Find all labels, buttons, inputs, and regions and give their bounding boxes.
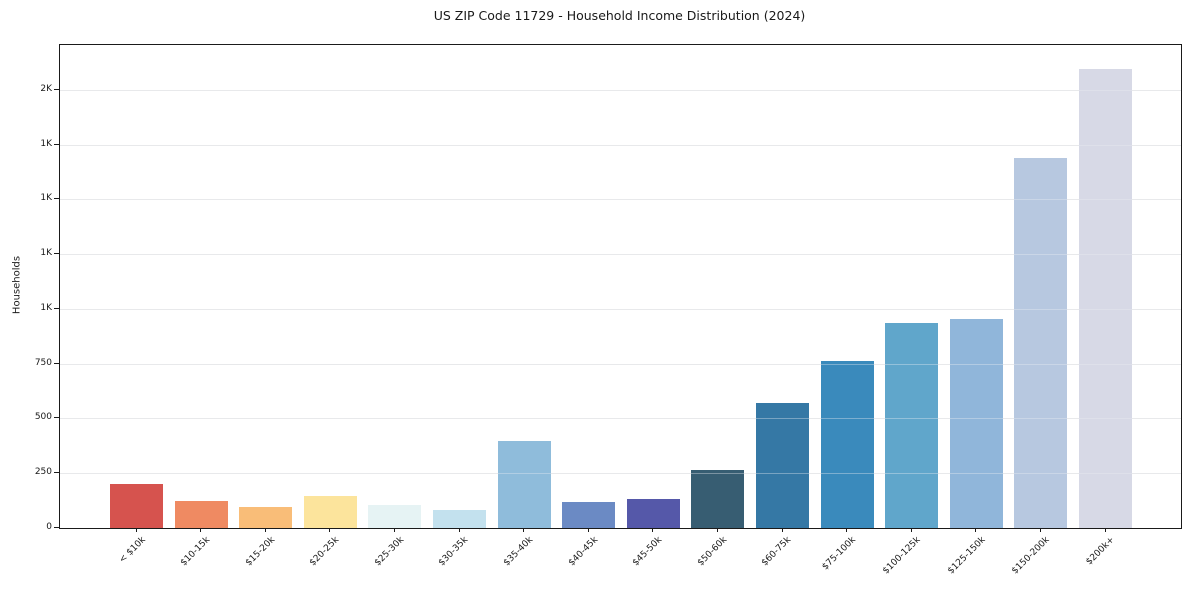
y-tick-label: 750 xyxy=(34,357,52,368)
bar-13 xyxy=(885,323,939,528)
y-tick-label: 1K xyxy=(40,248,52,259)
bar-7 xyxy=(497,440,551,528)
x-tick-mark xyxy=(716,528,718,532)
x-tick-label: $10-15k xyxy=(178,535,213,569)
bar-8 xyxy=(562,501,616,528)
gridline xyxy=(60,89,1181,91)
gridline-overlay xyxy=(60,144,1181,146)
x-tick-label: < $10k xyxy=(117,535,148,566)
x-tick-label: $30-35k xyxy=(437,535,471,569)
x-tick-label: $45-50k xyxy=(631,535,665,569)
bar-12 xyxy=(820,360,874,528)
y-tick-label: 1K xyxy=(40,193,52,204)
x-tick-label: $125-150k xyxy=(945,535,988,577)
x-tick-mark xyxy=(329,528,331,532)
x-tick-mark xyxy=(264,528,266,532)
y-tick-label: 500 xyxy=(34,412,52,423)
bar-14 xyxy=(949,319,1003,528)
y-tick-mark xyxy=(54,527,59,528)
gridline-overlay xyxy=(60,363,1181,365)
x-tick-label: $20-25k xyxy=(308,535,342,569)
x-tick-mark xyxy=(587,528,589,532)
x-tick-label: $200k+ xyxy=(1084,535,1117,568)
y-tick-label: 1K xyxy=(40,302,52,313)
y-tick-mark xyxy=(54,472,59,474)
y-tick-label: 0 xyxy=(46,522,52,532)
y-tick-label: 2K xyxy=(40,83,52,94)
y-tick-mark xyxy=(54,362,59,364)
bar-5 xyxy=(368,505,422,528)
bar-2 xyxy=(174,500,228,528)
gridline-overlay xyxy=(60,89,1181,91)
x-tick-mark xyxy=(910,528,912,532)
y-tick-label: 250 xyxy=(34,467,52,478)
gridline xyxy=(60,199,1181,201)
x-tick-mark xyxy=(652,528,654,532)
bar-9 xyxy=(626,498,680,528)
gridline xyxy=(60,363,1181,365)
gridline xyxy=(60,144,1181,146)
x-tick-mark xyxy=(1039,528,1041,532)
gridline-overlay xyxy=(60,473,1181,475)
bar-6 xyxy=(433,509,486,528)
x-tick-mark xyxy=(523,528,525,532)
gridline-overlay xyxy=(60,199,1181,201)
x-tick-mark xyxy=(393,528,395,532)
x-tick-label: $35-40k xyxy=(501,535,536,569)
bar-3 xyxy=(239,506,293,528)
bar-16 xyxy=(1079,68,1132,528)
y-tick-mark xyxy=(54,417,59,419)
y-tick-mark xyxy=(54,143,59,145)
x-tick-label: $25-30k xyxy=(372,535,406,569)
y-axis-title: Households xyxy=(11,255,23,315)
x-tick-mark xyxy=(200,528,202,532)
y-tick-mark xyxy=(54,307,59,309)
gridline-overlay xyxy=(60,418,1181,420)
x-tick-label: $150-200k xyxy=(1010,535,1052,577)
x-tick-mark xyxy=(458,528,460,532)
gridline-overlay xyxy=(60,254,1181,256)
x-tick-label: $60-75k xyxy=(760,535,794,569)
x-tick-label: $50-60k xyxy=(695,535,729,569)
x-tick-label: $15-20k xyxy=(243,535,277,569)
y-tick-mark xyxy=(54,198,59,200)
gridline xyxy=(60,418,1181,420)
x-tick-mark xyxy=(975,528,977,532)
bar-4 xyxy=(303,495,357,528)
plot-area xyxy=(59,44,1182,529)
bar-15 xyxy=(1014,157,1068,528)
y-tick-mark xyxy=(54,88,59,90)
x-tick-mark xyxy=(135,528,137,532)
gridline xyxy=(60,308,1181,310)
bar-10 xyxy=(691,470,745,528)
chart-title: US ZIP Code 11729 - Household Income Dis… xyxy=(433,8,806,23)
gridline xyxy=(60,254,1181,256)
x-tick-label: $100-125k xyxy=(881,535,923,577)
x-tick-label: $40-45k xyxy=(566,535,600,569)
x-tick-mark xyxy=(1104,528,1106,532)
x-tick-mark xyxy=(781,528,783,532)
gridline xyxy=(60,473,1181,475)
x-tick-mark xyxy=(846,528,848,532)
y-tick-label: 1K xyxy=(40,138,52,149)
bar-1 xyxy=(110,483,163,528)
bar-11 xyxy=(756,403,809,528)
gridline-overlay xyxy=(60,308,1181,310)
y-tick-mark xyxy=(54,253,59,255)
x-tick-label: $75-100k xyxy=(820,535,859,573)
